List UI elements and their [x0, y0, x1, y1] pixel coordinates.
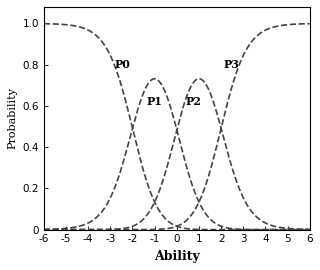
Text: P3: P3	[223, 59, 239, 70]
Text: P2: P2	[186, 96, 201, 107]
Text: P0: P0	[115, 59, 131, 70]
X-axis label: Ability: Ability	[154, 250, 200, 263]
Text: P1: P1	[147, 96, 163, 107]
Y-axis label: Probability: Probability	[7, 87, 17, 149]
